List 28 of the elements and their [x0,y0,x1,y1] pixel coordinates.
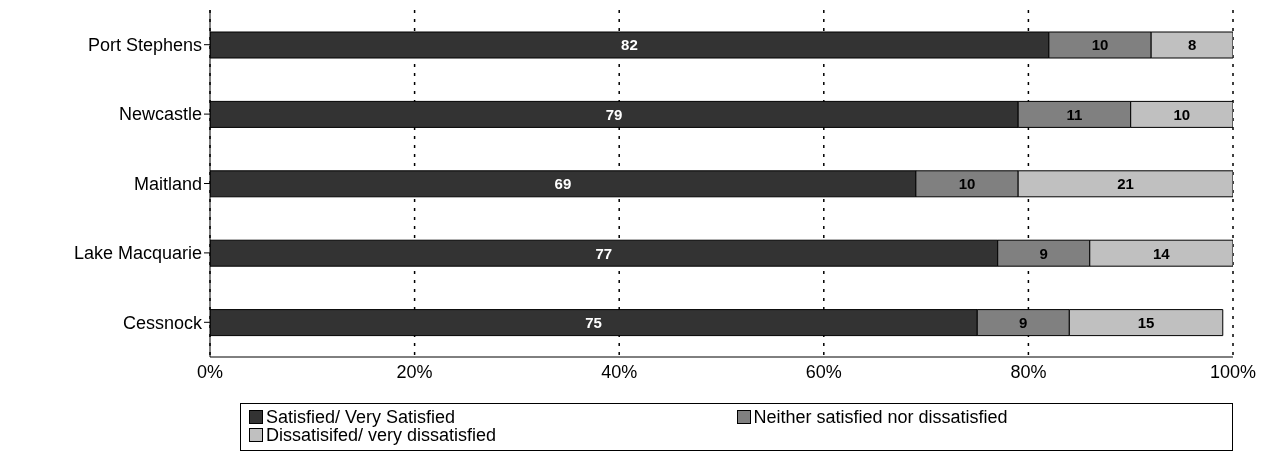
data-label: 9 [1039,244,1048,262]
data-label: 9 [1019,313,1028,331]
data-label: 79 [605,105,623,123]
data-label: 10 [1173,105,1191,123]
data-label: 11 [1066,105,1083,123]
data-label: 21 [1117,175,1134,193]
x-tick-label: 60% [805,361,842,382]
y-tick-label: Maitland [133,173,202,194]
y-tick-label: Cessnock [122,312,203,333]
data-label: 15 [1137,313,1155,331]
data-label: 77 [595,244,613,262]
data-label: 8 [1187,36,1197,54]
legend-label: Neither satisfied nor dissatisfied [753,407,1008,427]
x-tick-label: 20% [396,361,433,382]
data-label: 82 [621,36,638,54]
x-tick-label: 80% [1010,361,1047,382]
data-label: 14 [1153,244,1171,262]
x-tick-label: 100% [1209,361,1257,382]
data-label: 69 [554,175,572,193]
data-label: 10 [958,175,976,193]
y-tick-label: Newcastle [118,104,202,125]
data-label: 10 [1091,36,1109,54]
legend-label: Satisfied/ Very Satisfied [266,407,456,427]
data-label: 75 [585,313,602,331]
x-tick-label: 40% [601,361,638,382]
x-tick-label: 0% [196,361,224,382]
y-tick-label: Port Stephens [87,35,202,56]
y-tick-label: Lake Macquarie [73,243,202,264]
